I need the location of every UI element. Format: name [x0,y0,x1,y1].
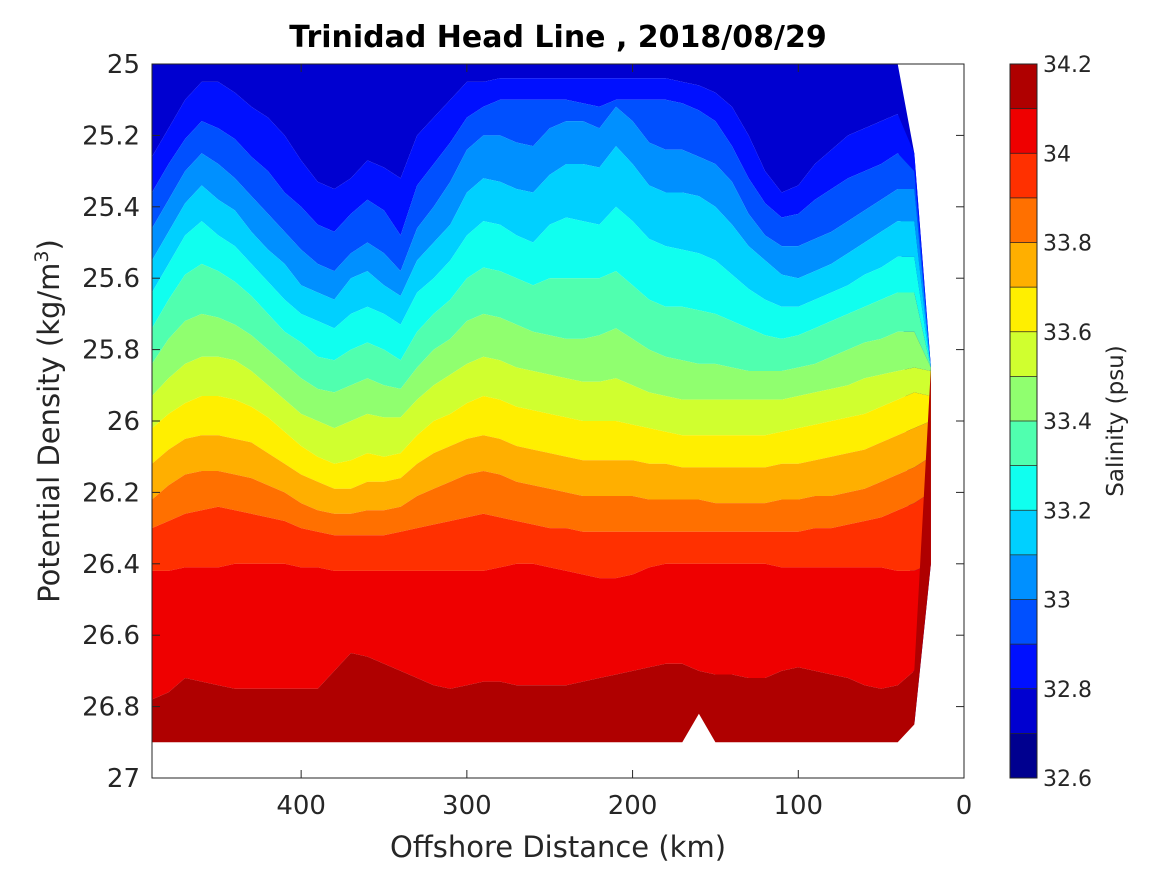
y-tick-label: 26.4 [82,550,140,580]
colorbar-swatch [1010,108,1037,154]
colorbar-tick-label: 33.8 [1043,232,1092,257]
x-axis-label: Offshore Distance (km) [390,830,726,864]
colorbar-swatch [1010,197,1037,243]
colorbar-label: Salinity (psu) [1103,345,1129,497]
colorbar-swatch [1010,64,1037,110]
colorbar-swatch [1010,287,1037,333]
contour-band-34.1-34.2 [152,367,931,743]
colorbar-swatch [1010,554,1037,600]
colorbar-frame [1009,63,1038,779]
contour-band-32.8-32.9 [152,78,931,564]
colorbar-tick-label: 32.8 [1043,678,1092,703]
colorbar-tick-label: 33.2 [1043,499,1092,524]
y-axis-label-close: ) [32,239,66,250]
contour-band-33.5-33.6 [152,356,931,464]
colorbar-swatch [1010,421,1037,467]
contour-band-32.9-33.0 [152,99,931,368]
colorbar-tick-label: 32.6 [1043,767,1092,792]
y-tick-label: 25.4 [82,193,140,223]
y-tick-label: 26.6 [82,621,140,651]
x-tick-label: 400 [276,791,326,821]
y-tick-label: 25.2 [82,121,140,151]
chart-title: Trinidad Head Line , 2018/08/29 [289,20,826,55]
colorbar: 32.6 32.8 33 33.2 33.4 33.6 33.8 34 34.2 [1009,53,1092,792]
colorbar-swatch [1010,599,1037,645]
x-tick-label: 300 [442,791,492,821]
contour-band-33.2-33.3 [152,206,931,368]
contour-band-33.0-33.1 [152,106,931,368]
contour-band-33.9-34.0 [152,492,931,579]
contour-fills [152,64,931,743]
y-axis-ticks: 25 25.2 25.4 25.6 25.8 26 26.2 26.4 26.6 26.8 27 [82,50,964,794]
contour-band-33.3-33.4 [152,263,931,393]
y-axis-label-superscript: 3 [31,250,53,262]
contour-band-33.1-33.2 [152,146,931,368]
colorbar-swatch [1010,644,1037,690]
y-tick-label: 26 [107,407,140,437]
x-tick-label: 0 [956,791,973,821]
y-tick-label: 25.6 [82,264,140,294]
contour-band-33.4-33.5 [152,313,931,429]
y-axis-label: Potential Density (kg/m3) [31,239,66,603]
y-tick-label: 25.8 [82,336,140,366]
colorbar-tick-label: 33.6 [1043,321,1092,346]
contour-band-32.7-32.8 [152,64,931,725]
y-tick-label: 27 [107,764,140,794]
colorbar-swatch [1010,688,1037,734]
contour-band-33.6-33.7 [152,392,931,489]
colorbar-tick-label: 33 [1043,589,1071,614]
colorbar-swatch [1010,376,1037,422]
contour-band-33.8-33.9 [152,456,931,536]
colorbar-swatch [1010,510,1037,556]
y-tick-label: 26.8 [82,693,140,723]
y-axis-label-main: Potential Density (kg/m [32,263,66,603]
colorbar-swatch [1010,733,1037,779]
colorbar-swatch [1010,465,1037,511]
y-tick-label: 26.2 [82,478,140,508]
y-tick-label: 25 [107,50,140,80]
x-tick-label: 200 [608,791,658,821]
contour-band-34.0-34.1 [152,563,931,700]
x-axis-ticks: 400 300 200 100 0 [276,64,972,821]
colorbar-tick-label: 34.2 [1043,53,1092,78]
contour-band-33.7-33.8 [152,421,931,514]
colorbar-swatch [1010,331,1037,377]
colorbar-swatch [1010,153,1037,199]
colorbar-tick-label: 33.4 [1043,410,1092,435]
x-tick-label: 100 [773,791,823,821]
colorbar-swatch [1010,242,1037,288]
colorbar-tick-label: 34 [1043,142,1071,167]
